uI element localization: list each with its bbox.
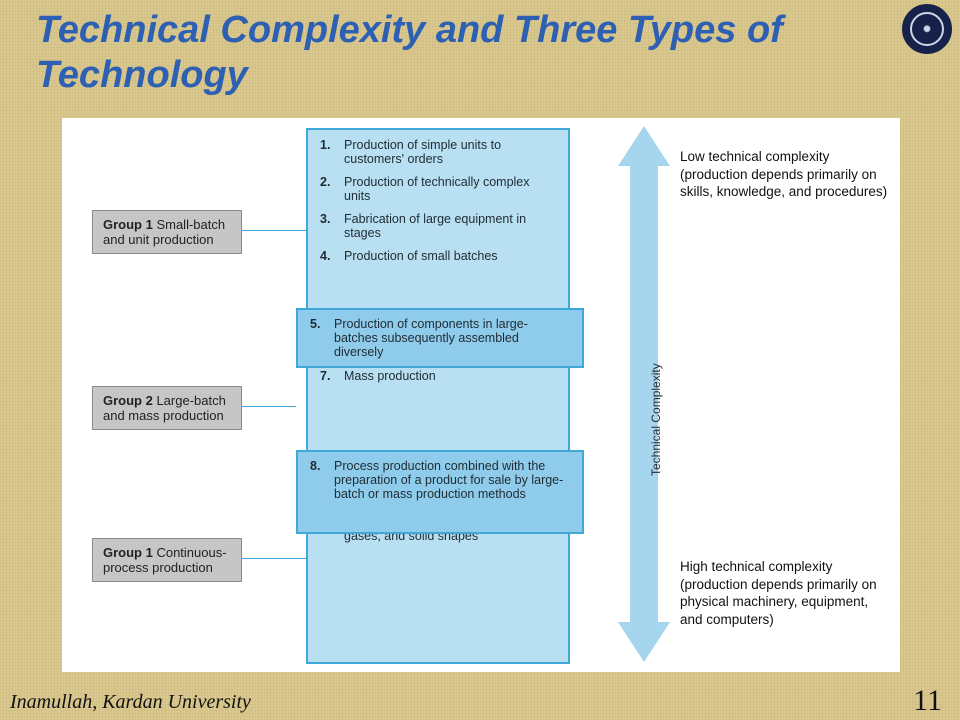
diagram-panel: Group 1 Small-batch and unit productionG… [62,118,900,672]
group-box: Group 1 Small-batch and unit production [92,210,242,254]
item-number: 5. [310,317,334,359]
group-box: Group 1 Continuous-process production [92,538,242,582]
item-text: Production of small batches [344,249,556,263]
technology-list-item: 7.Mass production [320,369,556,383]
page-title: Technical Complexity and Three Types of … [36,8,916,98]
item-text: Mass production [344,369,556,383]
arrow-label: Technical Complexity [649,363,663,476]
item-number: 4. [320,249,344,263]
overlap-technology-item: 5.Production of components in large-batc… [296,308,584,368]
university-seal-icon: ✺ [902,4,952,54]
technology-list-item: 2.Production of technically complex unit… [320,175,556,203]
item-text: Production of simple units to customers'… [344,138,556,166]
complexity-description: Low technical complexity (production dep… [680,148,894,201]
overlap-technology-item: 8.Process production combined with the p… [296,450,584,534]
technology-list-column: 1.Production of simple units to customer… [306,128,570,664]
connector-line [242,406,296,407]
technology-list-item: 4.Production of small batches [320,249,556,263]
arrow-head-up [618,126,670,166]
complexity-description: High technical complexity (production de… [680,558,894,628]
group-label-bold: Group 2 [103,393,153,408]
item-text: Process production combined with the pre… [334,459,570,525]
group-label-bold: Group 1 [103,217,153,232]
item-number: 8. [310,459,334,525]
connector-line [242,558,306,559]
item-number: 2. [320,175,344,203]
arrow-head-down [618,622,670,662]
item-text: Fabrication of large equipment in stages [344,212,556,240]
item-number: 7. [320,369,344,383]
item-number: 1. [320,138,344,166]
group-box: Group 2 Large-batch and mass production [92,386,242,430]
group-label-bold: Group 1 [103,545,153,560]
item-number: 3. [320,212,344,240]
page-number: 11 [913,684,942,718]
connector-line [242,230,306,231]
footer-author: Inamullah, Kardan University [10,691,251,714]
technology-list-item: 1.Production of simple units to customer… [320,138,556,166]
item-text: Production of technically complex units [344,175,556,203]
item-text: Production of components in large-batche… [334,317,570,359]
technology-list-item: 3.Fabrication of large equipment in stag… [320,212,556,240]
